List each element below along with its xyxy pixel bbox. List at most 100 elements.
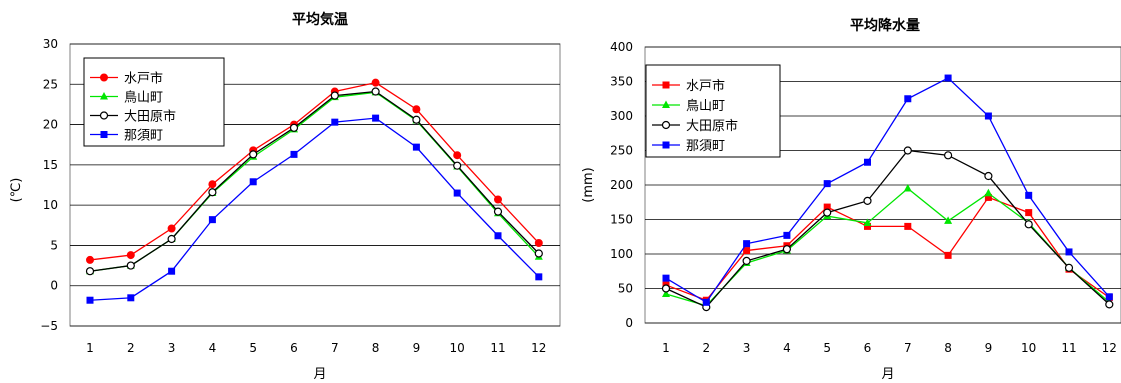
precipitation-chart-title: 平均降水量 (850, 17, 920, 34)
temp-data-point-3 (412, 143, 420, 151)
temp-data-point-2 (249, 150, 258, 159)
temp-y-tick-label: 0 (50, 279, 58, 293)
precip-x-tick-label: 7 (904, 341, 912, 355)
temp-data-point-2 (371, 87, 380, 96)
precip-legend-label: 水戸市 (686, 78, 725, 94)
temp-x-tick-label: 11 (490, 341, 505, 355)
temp-y-tick-label: 10 (43, 198, 58, 212)
temp-x-tick-label: 8 (372, 341, 380, 355)
temp-data-point-0 (412, 105, 421, 114)
temp-legend-label: 那須町 (124, 129, 163, 144)
precip-legend-marker (662, 100, 670, 108)
precip-data-point-3 (702, 298, 710, 306)
precip-x-tick-label: 2 (702, 341, 710, 355)
temp-x-tick-label: 4 (209, 341, 217, 355)
temp-data-point-0 (208, 180, 217, 189)
temp-legend-label: 大田原市 (124, 109, 176, 125)
temp-x-tick-label: 2 (127, 341, 135, 355)
temp-data-point-2 (493, 207, 503, 216)
precipitation-x-axis-label: 月 (881, 367, 894, 382)
temp-x-tick-label: 5 (249, 341, 257, 355)
precip-data-point-0 (823, 203, 831, 211)
precip-data-point-3 (1025, 191, 1033, 199)
temp-y-tick-label: 5 (50, 238, 58, 252)
precip-data-point-1 (944, 216, 953, 224)
precip-data-point-2 (863, 196, 872, 205)
precip-legend-marker (661, 120, 671, 130)
temp-data-point-2 (208, 188, 217, 197)
precip-legend-label: 那須町 (686, 139, 725, 154)
precip-x-tick-label: 4 (783, 341, 791, 355)
precip-data-point-0 (904, 222, 912, 230)
precip-data-point-2 (782, 245, 792, 254)
temp-data-point-3 (249, 178, 257, 186)
temp-data-point-3 (535, 273, 543, 281)
temp-legend (83, 57, 225, 147)
temp-legend-label: 鳥山町 (124, 91, 163, 106)
temp-data-point-2 (534, 249, 543, 258)
temp-data-point-2 (412, 115, 421, 124)
precip-y-tick-label: 150 (610, 213, 633, 227)
temp-x-tick-label: 9 (413, 341, 421, 355)
temp-data-point-0 (86, 255, 94, 264)
precip-y-tick-label: 200 (610, 178, 633, 192)
precip-y-tick-label: 0 (625, 316, 633, 330)
precip-legend-marker (662, 81, 670, 89)
precip-series-line-2 (665, 149, 1110, 308)
precip-data-point-0 (984, 193, 992, 201)
precip-data-point-2 (1064, 263, 1074, 272)
temp-series-line-3 (89, 117, 540, 301)
precip-data-point-2 (661, 284, 671, 293)
temp-data-point-3 (453, 189, 461, 197)
precip-legend-marker (662, 141, 670, 149)
precipitation-y-axis-label: (mm) (581, 167, 596, 202)
precip-data-point-2 (823, 208, 832, 217)
temp-x-tick-label: 1 (86, 341, 94, 355)
precip-data-point-3 (783, 231, 791, 239)
temp-legend-label: 水戸市 (124, 71, 163, 87)
temp-data-point-3 (208, 216, 216, 224)
precip-data-point-2 (903, 146, 912, 155)
temp-y-tick-label: −5 (40, 319, 58, 333)
temp-data-point-0 (126, 251, 135, 260)
precip-data-point-1 (903, 183, 912, 192)
temp-data-point-2 (330, 91, 339, 100)
precip-data-point-2 (943, 151, 953, 160)
temp-data-point-2 (85, 267, 95, 276)
temperature-y-axis-label: (℃) (9, 178, 24, 203)
temp-series-line-2 (89, 90, 540, 272)
precip-data-point-0 (743, 247, 751, 255)
precip-series-line-0 (665, 196, 1110, 302)
temperature-x-axis-label: 月 (313, 367, 326, 382)
temp-data-point-3 (86, 296, 94, 304)
precip-x-tick-label: 10 (1021, 341, 1036, 355)
temp-x-tick-label: 10 (450, 341, 465, 355)
precip-data-point-1 (863, 218, 872, 226)
temp-y-tick-label: 25 (43, 77, 58, 91)
precip-legend-label: 大田原市 (686, 118, 738, 134)
temp-data-point-3 (331, 118, 339, 126)
precip-data-point-2 (742, 256, 751, 265)
temp-data-point-3 (127, 294, 135, 302)
precip-legend-label: 鳥山町 (686, 99, 725, 114)
temp-data-point-3 (168, 267, 176, 275)
precip-data-point-3 (1065, 248, 1073, 256)
precip-data-point-0 (1025, 209, 1033, 217)
temp-data-point-3 (290, 150, 298, 158)
temp-data-point-0 (534, 239, 543, 248)
temp-data-point-0 (494, 195, 502, 204)
precip-x-tick-label: 12 (1102, 341, 1117, 355)
precip-data-point-3 (1105, 293, 1113, 301)
precip-series-line-3 (665, 77, 1110, 304)
temp-legend-marker (100, 131, 108, 138)
precip-data-point-0 (944, 251, 952, 259)
temp-legend-marker (100, 73, 108, 82)
precip-x-tick-label: 6 (864, 341, 872, 355)
precip-data-point-2 (1024, 220, 1033, 229)
precip-series-line-1 (665, 187, 1110, 307)
temp-legend-marker (99, 111, 109, 120)
precip-data-point-2 (1105, 300, 1114, 309)
